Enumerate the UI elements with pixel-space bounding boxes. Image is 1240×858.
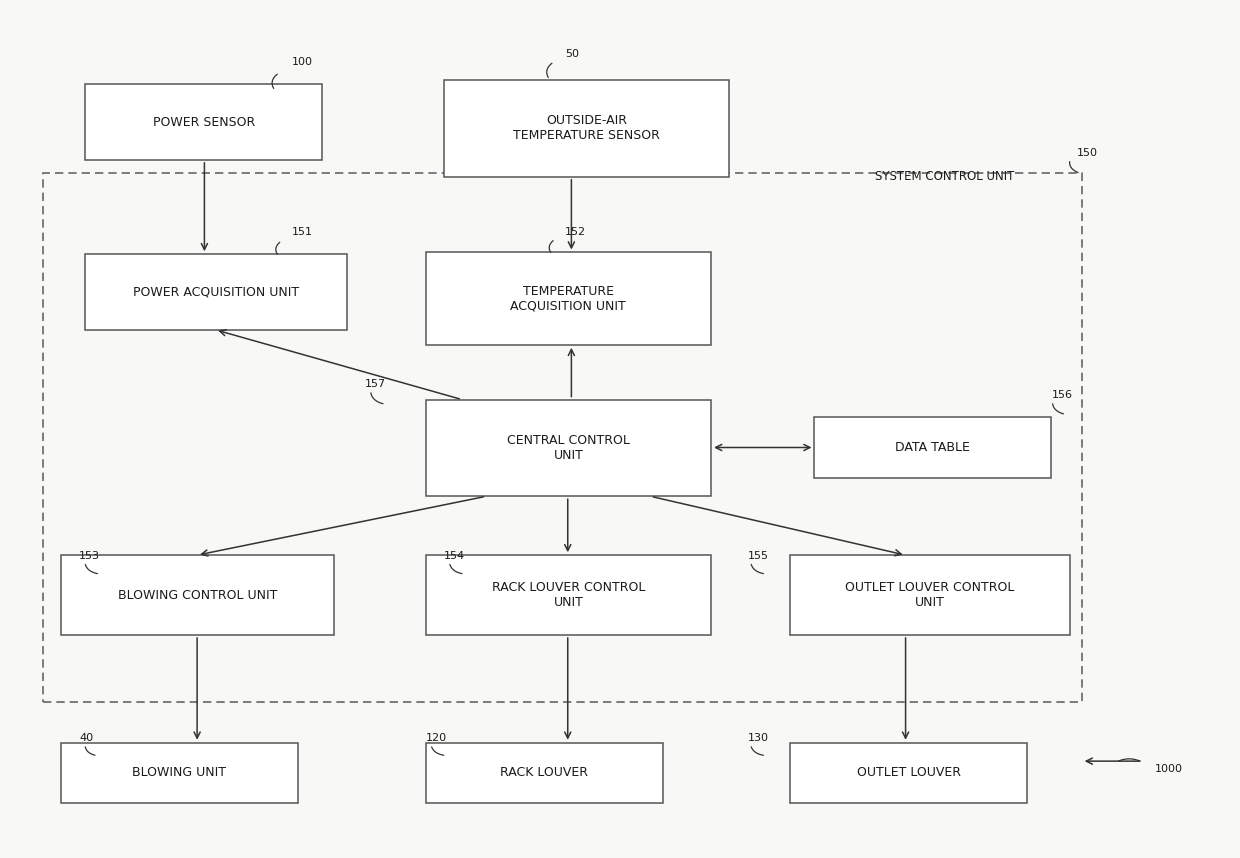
FancyBboxPatch shape [61,555,335,635]
Text: 151: 151 [291,227,312,238]
Text: RACK LOUVER CONTROL
UNIT: RACK LOUVER CONTROL UNIT [492,581,645,609]
FancyBboxPatch shape [425,252,711,345]
Text: CENTRAL CONTROL
UNIT: CENTRAL CONTROL UNIT [507,434,630,462]
FancyBboxPatch shape [86,84,322,160]
Text: OUTLET LOUVER: OUTLET LOUVER [857,766,961,779]
FancyBboxPatch shape [425,555,711,635]
FancyBboxPatch shape [790,555,1070,635]
Text: 152: 152 [565,227,587,238]
Text: POWER SENSOR: POWER SENSOR [153,116,255,129]
Text: 157: 157 [365,378,386,389]
FancyBboxPatch shape [425,400,711,496]
Text: POWER ACQUISITION UNIT: POWER ACQUISITION UNIT [133,286,299,299]
FancyBboxPatch shape [815,417,1052,478]
Text: SYSTEM CONTROL UNIT: SYSTEM CONTROL UNIT [875,170,1014,183]
Text: 1000: 1000 [1154,764,1183,774]
Text: 40: 40 [79,733,93,743]
FancyBboxPatch shape [425,743,662,803]
Text: 156: 156 [1052,390,1073,400]
Text: 150: 150 [1076,148,1097,158]
Text: TEMPERATURE
ACQUISITION UNIT: TEMPERATURE ACQUISITION UNIT [511,285,626,312]
FancyBboxPatch shape [444,80,729,177]
Text: 155: 155 [748,551,769,561]
FancyBboxPatch shape [61,743,298,803]
Text: 50: 50 [565,49,579,59]
Text: 153: 153 [79,551,100,561]
Text: BLOWING UNIT: BLOWING UNIT [133,766,227,779]
Text: RACK LOUVER: RACK LOUVER [500,766,588,779]
Text: OUTSIDE-AIR
TEMPERATURE SENSOR: OUTSIDE-AIR TEMPERATURE SENSOR [513,114,660,142]
Text: OUTLET LOUVER CONTROL
UNIT: OUTLET LOUVER CONTROL UNIT [846,581,1014,609]
Text: 130: 130 [748,733,769,743]
Text: DATA TABLE: DATA TABLE [895,441,971,454]
Text: 100: 100 [291,57,312,68]
Text: BLOWING CONTROL UNIT: BLOWING CONTROL UNIT [118,589,278,601]
FancyBboxPatch shape [790,743,1027,803]
Text: 120: 120 [425,733,446,743]
FancyBboxPatch shape [86,254,346,329]
Text: 154: 154 [444,551,465,561]
